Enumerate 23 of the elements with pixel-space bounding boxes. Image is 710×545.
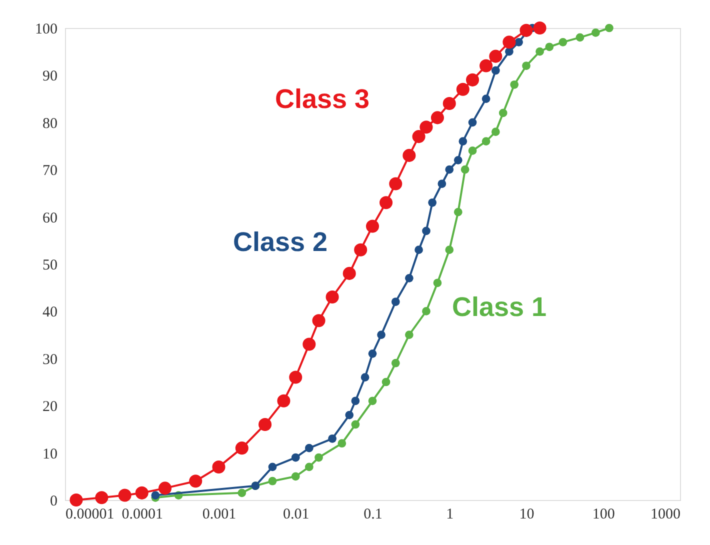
series-label: Class 1	[452, 292, 547, 322]
y-tick-label: 40	[42, 304, 58, 321]
y-tick-label: 50	[42, 258, 58, 274]
y-tick-label: 20	[42, 399, 58, 416]
x-tick-label: 0.00001	[66, 506, 114, 522]
y-tick-label: 30	[42, 352, 58, 368]
x-tick-label: 10	[519, 506, 534, 522]
y-tick-label: 90	[42, 68, 58, 85]
x-tick-label: 100	[592, 506, 615, 522]
series-label: Class 3	[275, 84, 370, 114]
y-tick-label: 10	[42, 446, 58, 462]
y-tick-label: 70	[42, 163, 58, 180]
y-tick-label: 60	[42, 210, 58, 226]
x-tick-label: 1	[446, 506, 454, 522]
x-tick-label: 0.001	[202, 506, 236, 522]
x-tick-label: 0.1	[364, 506, 382, 522]
y-tick-label: 100	[35, 22, 58, 38]
x-tick-label: 1000	[650, 506, 680, 522]
x-tick-label: 0.01	[283, 506, 310, 522]
y-tick-label: 80	[42, 116, 58, 132]
text: Class 2	[233, 227, 328, 257]
y-tick-label: 0	[50, 494, 58, 510]
x-tick-label: 0.0001	[122, 506, 163, 522]
